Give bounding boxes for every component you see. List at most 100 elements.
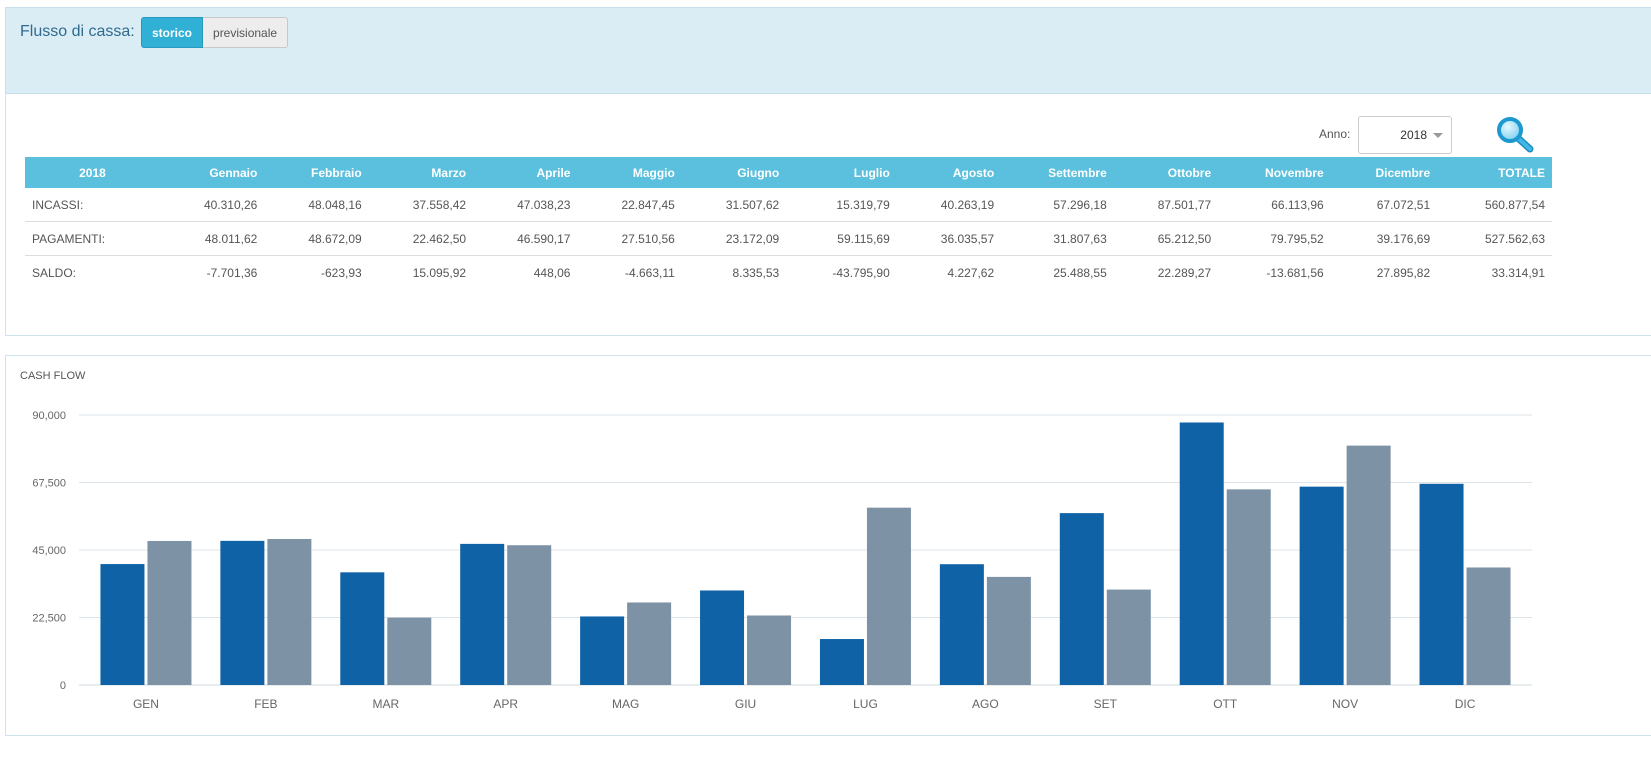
column-header: Agosto: [896, 157, 1002, 188]
table-cell: PAGAMENTI:: [25, 221, 160, 256]
table-cell: 31.807,63: [1001, 221, 1114, 256]
table-cell: 59.115,69: [786, 221, 897, 256]
bar: [1059, 513, 1104, 685]
table-row: SALDO: -7.701,36 -623,93 15.095,92 448,0…: [25, 256, 1552, 290]
x-tick-label: MAR: [372, 697, 399, 711]
table-cell: 22.462,50: [368, 221, 474, 256]
bar: [1466, 567, 1511, 685]
column-header: TOTALE: [1437, 157, 1552, 188]
table-cell: SALDO:: [32, 265, 77, 280]
y-tick-label: 22,500: [32, 613, 66, 625]
bar: [100, 564, 145, 685]
bar: [507, 545, 552, 685]
bar: [580, 616, 625, 685]
table-cell: 27.895,82: [1376, 265, 1431, 280]
x-tick-label: LUG: [853, 697, 878, 711]
table-row: INCASSI: 40.310,26 48.048,16 37.558,42 4…: [25, 188, 1552, 222]
column-header: Febbraio: [264, 157, 369, 188]
table-cell: 66.113,96: [1218, 188, 1331, 222]
bar: [387, 617, 432, 685]
storico-button[interactable]: storico: [141, 17, 204, 48]
table-cell: 46.590,17: [473, 221, 578, 256]
table-cell: 22.847,45: [577, 188, 682, 222]
y-tick-label: 0: [60, 680, 66, 692]
x-tick-label: SET: [1094, 697, 1118, 711]
table-cell: 48.048,16: [264, 188, 369, 222]
column-header: 2018: [25, 157, 160, 188]
column-header: Ottobre: [1113, 157, 1219, 188]
column-header: Maggio: [577, 157, 682, 188]
table-cell: 15.319,79: [786, 188, 897, 222]
column-header: Marzo: [368, 157, 474, 188]
bar: [866, 507, 911, 685]
page-title: Flusso di cassa:: [20, 23, 135, 40]
table-cell: 67.072,51: [1330, 188, 1438, 222]
table-cell: 22.289,27: [1157, 265, 1212, 280]
x-tick-label: AGO: [972, 697, 999, 711]
table-cell: -43.795,90: [832, 265, 890, 280]
table-cell: 48.672,09: [264, 221, 369, 256]
table-cell: 15.095,92: [412, 265, 467, 280]
column-header: Gennaio: [159, 157, 265, 188]
table-cell: 36.035,57: [896, 221, 1002, 256]
cashflow-table: 2018 Gennaio Febbraio Marzo Aprile Maggi…: [25, 157, 1552, 289]
table-cell: -13.681,56: [1266, 265, 1324, 280]
table-cell: 527.562,63: [1437, 221, 1552, 256]
bar: [986, 576, 1031, 685]
table-cell: 40.263,19: [896, 188, 1002, 222]
table-cell: 560.877,54: [1437, 188, 1552, 222]
previsionale-button[interactable]: previsionale: [203, 17, 289, 48]
table-cell: INCASSI:: [25, 188, 160, 222]
anno-label: Anno:: [1319, 127, 1351, 141]
table-cell: 65.212,50: [1113, 221, 1219, 256]
table-cell: 27.510,56: [577, 221, 682, 256]
chevron-down-icon: [1433, 132, 1443, 138]
bar: [220, 540, 265, 685]
table-header-row: 2018 Gennaio Febbraio Marzo Aprile Maggi…: [25, 157, 1552, 188]
bar: [1179, 422, 1224, 685]
bar: [627, 602, 672, 685]
bar: [1226, 489, 1271, 685]
column-header: Aprile: [473, 157, 578, 188]
y-tick-label: 90,000: [32, 410, 66, 422]
table-cell: 448,06: [533, 265, 571, 280]
x-tick-label: GEN: [133, 697, 159, 711]
table-cell: 79.795,52: [1218, 221, 1331, 256]
bar: [700, 590, 745, 685]
table-cell: 37.558,42: [368, 188, 474, 222]
anno-select-value: 2018: [1400, 128, 1427, 142]
x-tick-label: GIU: [735, 697, 756, 711]
x-tick-label: OTT: [1213, 697, 1238, 711]
bar: [939, 564, 984, 685]
chart-title: CASH FLOW: [20, 370, 86, 382]
column-header: Settembre: [1001, 157, 1114, 188]
table-cell: 47.038,23: [473, 188, 578, 222]
table-cell: 87.501,77: [1113, 188, 1219, 222]
column-header: Dicembre: [1330, 157, 1438, 188]
y-tick-label: 45,000: [32, 545, 66, 557]
column-header: Luglio: [786, 157, 897, 188]
anno-select[interactable]: 2018: [1358, 116, 1452, 154]
column-header: Novembre: [1218, 157, 1331, 188]
y-tick-label: 67,500: [32, 478, 66, 490]
bar: [819, 639, 864, 685]
table-cell: -4.663,11: [625, 265, 675, 280]
table-cell: -623,93: [321, 265, 362, 280]
x-tick-label: MAG: [612, 697, 639, 711]
table-cell: 31.507,62: [681, 188, 787, 222]
x-tick-label: DIC: [1455, 697, 1476, 711]
search-icon[interactable]: [1494, 114, 1534, 154]
bar: [1346, 445, 1391, 685]
table-cell: 48.011,62: [159, 221, 265, 256]
table-cell: 25.488,55: [1053, 265, 1107, 280]
bar: [1106, 589, 1151, 685]
bar: [1299, 486, 1344, 685]
bar: [267, 538, 312, 685]
bar: [1419, 483, 1464, 685]
bar: [460, 543, 505, 685]
bar: [747, 615, 792, 685]
x-tick-label: NOV: [1332, 697, 1358, 711]
table-cell: 33.314,91: [1491, 265, 1545, 280]
table-cell: 8.335,53: [732, 265, 780, 280]
